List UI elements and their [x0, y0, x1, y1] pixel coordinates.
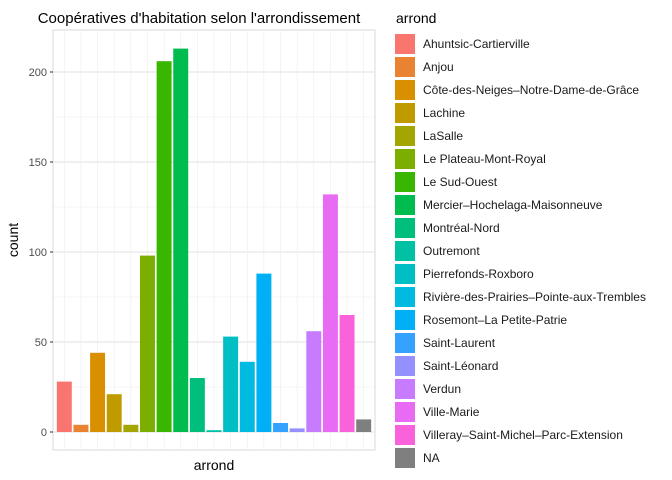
legend-key — [395, 126, 415, 146]
legend-label: LaSalle — [423, 129, 463, 143]
chart-title: Coopératives d'habitation selon l'arrond… — [38, 10, 361, 27]
x-axis-label: arrond — [194, 457, 234, 473]
y-tick-label: 0 — [41, 427, 47, 439]
legend-key — [395, 80, 415, 100]
legend-label: Côte-des-Neiges–Notre-Dame-de-Grâce — [423, 83, 639, 97]
legend-label: NA — [423, 451, 440, 465]
legend-label: Saint-Laurent — [423, 336, 496, 350]
legend-label: Anjou — [423, 60, 454, 74]
bar-1 — [56, 381, 72, 432]
bar-17 — [322, 194, 338, 432]
y-tick-label: 200 — [29, 67, 47, 79]
bars — [56, 48, 372, 432]
legend-label: Rivière-des-Prairies–Pointe-aux-Trembles — [423, 290, 646, 304]
bar-11 — [223, 336, 239, 432]
legend-key — [395, 241, 415, 261]
bar-19 — [356, 419, 372, 432]
legend-key — [395, 448, 415, 468]
legend-key — [395, 333, 415, 353]
bar-6 — [139, 255, 155, 432]
bar-4 — [106, 394, 122, 432]
legend-label: Verdun — [423, 382, 461, 396]
bar-15 — [289, 428, 305, 432]
legend-key — [395, 264, 415, 284]
legend-key — [395, 379, 415, 399]
legend-key — [395, 149, 415, 169]
bar-3 — [90, 352, 106, 432]
bar-9 — [189, 378, 205, 432]
legend-key — [395, 103, 415, 123]
legend-label: Saint-Léonard — [423, 359, 498, 373]
legend-label: Outremont — [423, 244, 480, 258]
legend-label: Le Sud-Ouest — [423, 175, 498, 189]
legend-key — [395, 172, 415, 192]
legend-label: Ville-Marie — [423, 405, 480, 419]
y-axis-ticks: 0 50 100 150 200 — [29, 67, 53, 439]
legend-key — [395, 402, 415, 422]
legend-label: Le Plateau-Mont-Royal — [423, 152, 546, 166]
bar-18 — [339, 315, 355, 432]
bar-7 — [156, 61, 172, 432]
legend: Ahuntsic-Cartierville Anjou Côte-des-Neige… — [395, 34, 646, 468]
legend-key — [395, 34, 415, 54]
bar-16 — [306, 331, 322, 432]
legend-key — [395, 287, 415, 307]
legend-key — [395, 425, 415, 445]
y-tick-label: 50 — [35, 337, 47, 349]
bar-8 — [173, 48, 189, 432]
legend-key — [395, 310, 415, 330]
legend-label: Pierrefonds-Roxboro — [423, 267, 534, 281]
bar-2 — [73, 424, 89, 432]
legend-key — [395, 195, 415, 215]
legend-title: arrond — [396, 10, 436, 26]
bar-5 — [123, 424, 139, 432]
legend-key — [395, 57, 415, 77]
legend-label: Villeray–Saint-Michel–Parc-Extension — [423, 428, 623, 442]
legend-label: Ahuntsic-Cartierville — [423, 37, 530, 51]
legend-label: Montréal-Nord — [423, 221, 500, 235]
bar-14 — [273, 423, 289, 432]
y-axis-label: count — [5, 223, 21, 257]
legend-key — [395, 356, 415, 376]
y-tick-label: 150 — [29, 157, 47, 169]
plot-panel — [52, 29, 376, 451]
y-tick-label: 100 — [29, 247, 47, 259]
legend-label: Mercier–Hochelaga-Maisonneuve — [423, 198, 603, 212]
bar-10 — [206, 430, 222, 432]
bar-12 — [239, 361, 255, 432]
legend-label: Lachine — [423, 106, 465, 120]
legend-label: Rosemont–La Petite-Patrie — [423, 313, 567, 327]
bar-13 — [256, 273, 272, 432]
legend-key — [395, 218, 415, 238]
